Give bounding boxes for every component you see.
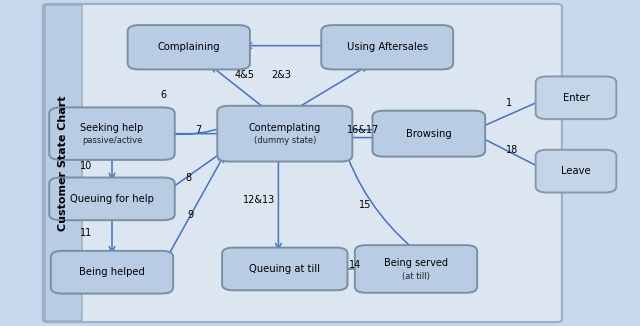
Text: Being served: Being served: [384, 259, 448, 268]
Text: Customer State Chart: Customer State Chart: [58, 95, 68, 231]
Text: 16&17: 16&17: [348, 125, 380, 135]
Text: 9: 9: [188, 210, 194, 219]
Text: Queuing at till: Queuing at till: [250, 264, 320, 274]
Text: 1: 1: [506, 98, 512, 108]
Text: Being helped: Being helped: [79, 267, 145, 277]
FancyBboxPatch shape: [355, 245, 477, 293]
Text: Enter: Enter: [563, 93, 589, 103]
FancyBboxPatch shape: [222, 248, 348, 290]
FancyBboxPatch shape: [218, 106, 352, 162]
Text: Seeking help: Seeking help: [81, 123, 143, 133]
Text: Contemplating: Contemplating: [249, 123, 321, 133]
Text: 11: 11: [80, 228, 93, 238]
Text: Browsing: Browsing: [406, 129, 452, 139]
Text: 8: 8: [186, 173, 192, 183]
Text: Complaining: Complaining: [157, 42, 220, 52]
FancyBboxPatch shape: [49, 108, 175, 160]
Text: Using Aftersales: Using Aftersales: [347, 42, 428, 52]
Text: 7: 7: [195, 126, 202, 135]
Text: 14: 14: [349, 260, 362, 270]
FancyBboxPatch shape: [372, 111, 485, 157]
FancyBboxPatch shape: [51, 251, 173, 293]
FancyBboxPatch shape: [49, 177, 175, 220]
FancyBboxPatch shape: [536, 77, 616, 119]
Text: (at till): (at till): [402, 272, 430, 281]
FancyBboxPatch shape: [536, 150, 616, 192]
Text: (dummy state): (dummy state): [253, 136, 316, 145]
Text: 12&13: 12&13: [243, 196, 275, 205]
FancyBboxPatch shape: [43, 4, 562, 322]
Text: Queuing for help: Queuing for help: [70, 194, 154, 204]
FancyBboxPatch shape: [321, 25, 453, 69]
FancyBboxPatch shape: [45, 5, 82, 321]
Text: 15: 15: [358, 200, 371, 210]
Text: 10: 10: [80, 161, 93, 170]
Text: 6: 6: [160, 90, 166, 99]
Text: Leave: Leave: [561, 166, 591, 176]
Text: 2&3: 2&3: [271, 70, 292, 80]
Text: passive/active: passive/active: [82, 136, 142, 145]
Text: 18: 18: [506, 145, 518, 155]
Text: 4&5: 4&5: [234, 70, 255, 80]
FancyBboxPatch shape: [128, 25, 250, 69]
